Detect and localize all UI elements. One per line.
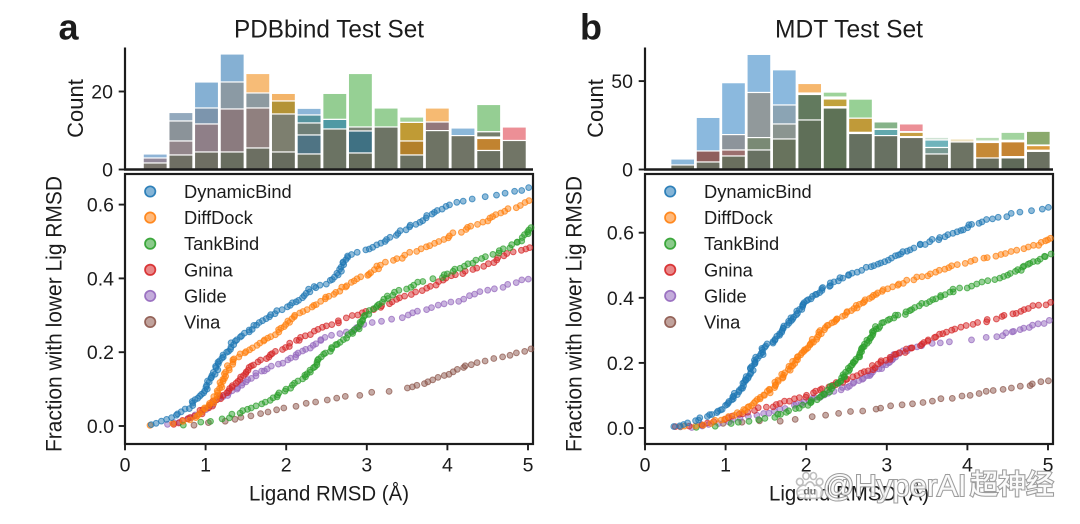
svg-text:MDT Test Set: MDT Test Set — [775, 16, 923, 44]
svg-text:Gnina: Gnina — [704, 259, 754, 280]
svg-text:Count: Count — [583, 79, 608, 138]
svg-text:Ligand RMSD (Å): Ligand RMSD (Å) — [769, 482, 929, 506]
svg-text:4: 4 — [962, 455, 973, 477]
svg-text:b: b — [580, 7, 602, 48]
svg-text:DiffDock: DiffDock — [704, 207, 774, 228]
svg-text:1: 1 — [720, 455, 731, 477]
svg-text:50: 50 — [611, 71, 633, 93]
svg-text:Vina: Vina — [184, 312, 221, 333]
svg-text:3: 3 — [361, 455, 372, 477]
svg-text:du: du — [803, 486, 816, 498]
svg-text:0: 0 — [640, 455, 651, 477]
svg-text:0: 0 — [622, 160, 633, 182]
svg-text:a: a — [59, 7, 80, 48]
svg-text:0.0: 0.0 — [607, 418, 634, 440]
svg-text:0.0: 0.0 — [87, 416, 114, 438]
svg-text:2: 2 — [281, 455, 292, 477]
svg-text:0: 0 — [102, 160, 113, 182]
svg-text:0: 0 — [120, 455, 131, 477]
svg-text:1: 1 — [200, 455, 211, 477]
svg-text:0.6: 0.6 — [87, 195, 114, 217]
svg-text:Ligand RMSD (Å): Ligand RMSD (Å) — [249, 482, 409, 506]
svg-text:0.2: 0.2 — [87, 342, 114, 364]
svg-text:0.2: 0.2 — [607, 353, 634, 375]
svg-text:Count: Count — [63, 79, 88, 138]
svg-text:5: 5 — [523, 455, 534, 477]
svg-text:0.6: 0.6 — [607, 223, 634, 245]
svg-text:Fraction with lower Lig RMSD: Fraction with lower Lig RMSD — [562, 176, 587, 452]
svg-text:3: 3 — [881, 455, 892, 477]
svg-text:PDBbind Test Set: PDBbind Test Set — [234, 16, 424, 44]
svg-text:DiffDock: DiffDock — [184, 207, 254, 228]
svg-text:20: 20 — [91, 82, 113, 104]
svg-text:2: 2 — [801, 455, 812, 477]
svg-text:5: 5 — [1043, 455, 1054, 477]
svg-text:@HyperAI: @HyperAI — [823, 468, 966, 503]
svg-text:Fraction with lower Lig RMSD: Fraction with lower Lig RMSD — [42, 176, 67, 452]
svg-text:TankBind: TankBind — [184, 233, 259, 254]
svg-text:Gnina: Gnina — [184, 259, 234, 280]
svg-text:0.4: 0.4 — [87, 268, 114, 290]
svg-text:DynamicBind: DynamicBind — [184, 181, 292, 202]
svg-text:Glide: Glide — [184, 285, 227, 306]
svg-text:Vina: Vina — [704, 312, 741, 333]
svg-text:Glide: Glide — [704, 285, 747, 306]
svg-text:0.4: 0.4 — [607, 288, 634, 310]
svg-text:TankBind: TankBind — [704, 233, 779, 254]
svg-text:DynamicBind: DynamicBind — [704, 181, 812, 202]
svg-text:4: 4 — [442, 455, 453, 477]
